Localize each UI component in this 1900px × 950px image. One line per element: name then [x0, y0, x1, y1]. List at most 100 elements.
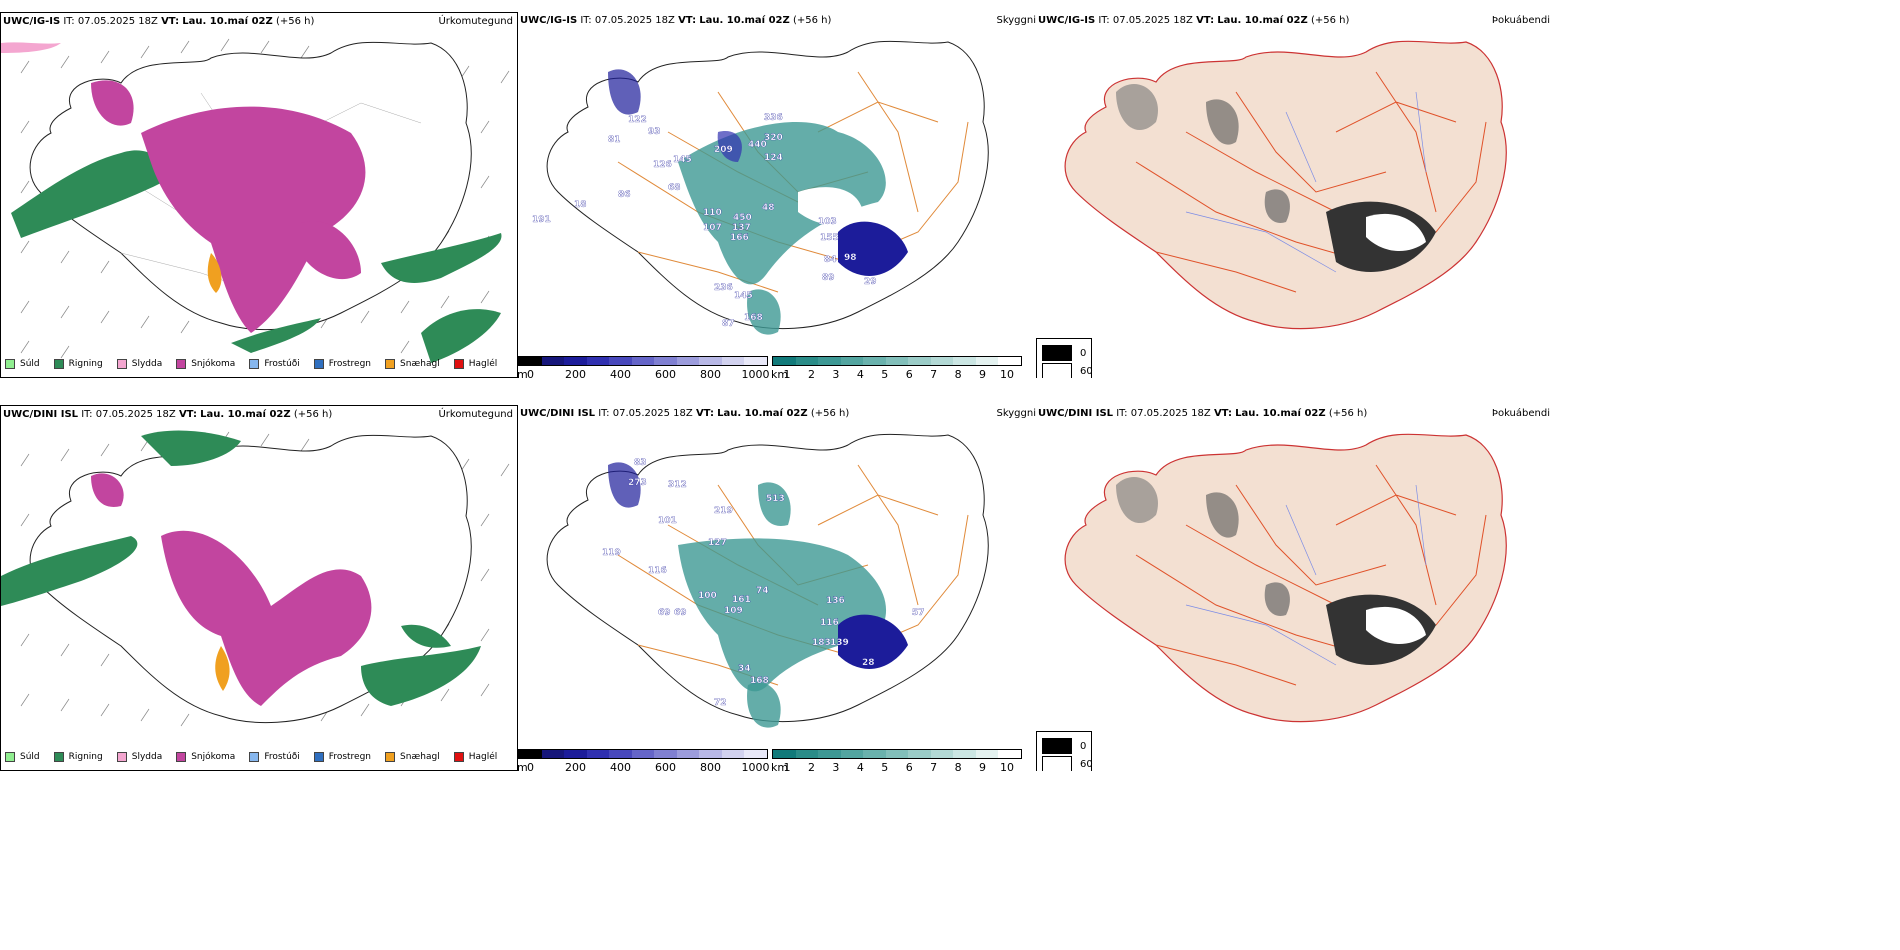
colorbar-tick-label: 6 — [905, 368, 913, 378]
panel-header: UWC/DINI ISL IT: 07.05.2025 18Z VT: Lau.… — [520, 408, 849, 419]
ceiling-value-label: 109 — [724, 606, 743, 616]
ceiling-value-label: 83 — [634, 458, 647, 468]
fog-legend-row: 0 — [1042, 738, 1086, 754]
ceiling-visibility-panel-bottom: 83 273 312 513 101 219 127 116 100 161 74 109 136 116… — [518, 405, 1036, 771]
legend-label: Snjókoma — [191, 359, 236, 369]
ceiling-value-label: 101 — [658, 516, 677, 526]
lead-time: (+56 h) — [1328, 408, 1368, 419]
legend-label: Snæhagl — [400, 359, 440, 369]
colorbar-unit: m — [518, 761, 528, 771]
precip-legend-item: Frostregn — [313, 752, 372, 762]
fog-map-top — [1064, 40, 1507, 330]
colorbar-segment — [840, 750, 864, 758]
legend-label: Frostúði — [264, 752, 300, 762]
colorbar-tick-label: 1 — [783, 761, 791, 771]
legend-swatch — [453, 359, 464, 369]
ceiling-value-label: 57 — [912, 608, 925, 618]
panel-header: UWC/DINI ISL IT: 07.05.2025 18Z VT: Lau.… — [1038, 408, 1367, 419]
fog-legend-label: 60 — [1080, 758, 1093, 770]
ceiling-visibility-map-top: 336 320 124 209 440 93 145 122 126 81 86 68 48 110 450… — [532, 40, 989, 335]
colorbar-segment — [564, 357, 587, 365]
model-name: UWC/DINI ISL — [3, 409, 79, 420]
colorbar-tick-label: 8 — [954, 761, 962, 771]
precip-legend: Súld Rigning Slydda Snjókoma Frostúði Frostre… — [5, 752, 511, 762]
colorbar-segment — [699, 357, 722, 365]
colorbar-segment — [744, 357, 768, 365]
colorbar-tick-label: 200 — [565, 761, 586, 771]
ceiling-value-label: 89 — [822, 273, 835, 283]
colorbar-segment — [699, 750, 722, 758]
ceiling-value-label: 87 — [722, 319, 735, 329]
ceiling-value-label: 68 — [668, 183, 681, 193]
precip-legend-item: Súld — [5, 752, 40, 762]
init-time: IT: 07.05.2025 18Z — [598, 408, 693, 419]
colorbar-segment — [609, 357, 632, 365]
colorbar-segment — [998, 750, 1022, 758]
legend-label: Slydda — [131, 359, 163, 369]
panel-title: Úrkomutegund — [438, 16, 513, 27]
lead-time: (+56 h) — [1310, 15, 1350, 26]
ceiling-value-label: 72 — [714, 698, 727, 708]
legend-label: Rigning — [68, 359, 103, 369]
colorbar-segment — [953, 357, 976, 365]
model-name: UWC/DINI ISL — [520, 408, 596, 419]
legend-label: Frostregn — [328, 752, 372, 762]
legend-swatch — [5, 359, 15, 369]
colorbar-ticks: 1 2 3 4 5 6 7 8 9 10 — [772, 761, 1022, 771]
legend-swatch — [385, 359, 396, 369]
colorbar-segment — [908, 357, 931, 365]
colorbar-segment — [631, 357, 655, 365]
valid-time-label: VT: — [178, 409, 197, 420]
colorbar-segment — [721, 357, 745, 365]
colorbar-tick-label: 800 — [700, 761, 721, 771]
colorbar-strip — [518, 356, 768, 366]
precip-legend-item: Frostúði — [249, 359, 300, 369]
colorbar-tick-label: 600 — [655, 761, 676, 771]
precip-legend-item: Frostregn — [313, 359, 371, 369]
colorbar-tick-label: 10 — [1000, 761, 1014, 771]
panel-title: Þokuábendi — [1491, 15, 1550, 26]
valid-time: Lau. 10.maí 02Z — [200, 409, 291, 420]
legend-label: Súld — [20, 752, 40, 762]
fog-legend-row: 60 — [1042, 756, 1093, 771]
fog-legend-label: 0 — [1080, 347, 1087, 359]
colorbar-segment — [975, 750, 999, 758]
colorbar-segment — [744, 750, 768, 758]
panel-header: UWC/IG-IS IT: 07.05.2025 18Z VT: Lau. 10… — [520, 15, 831, 26]
precip-legend-item: Slydda — [116, 359, 163, 369]
ceiling-value-label: 126 — [653, 160, 672, 170]
colorbar-tick-label: 400 — [610, 368, 631, 378]
colorbar-segment — [541, 750, 565, 758]
valid-time: Lau. 10.maí 02Z — [699, 15, 790, 26]
colorbar-tick-label: 0 — [527, 368, 534, 378]
ceiling-value-label: 513 — [766, 494, 785, 504]
ceiling-visibility-map-bottom: 83 273 312 513 101 219 127 116 100 161 74 109 136 116… — [546, 433, 989, 728]
precip-map-bottom — [1, 430, 510, 727]
legend-label: Rigning — [68, 752, 103, 762]
ceiling-value-label: 139 — [830, 638, 849, 648]
legend-label: Frostúði — [264, 359, 300, 369]
legend-swatch — [176, 359, 187, 369]
ceiling-visibility-panel-top: 336 320 124 209 440 93 145 122 126 81 86 68 48 110 450… — [518, 12, 1036, 378]
init-time: IT: 07.05.2025 18Z — [1116, 408, 1211, 419]
colorbar-tick-label: 7 — [930, 368, 938, 378]
ceiling-value-label: 34 — [738, 664, 751, 674]
legend-swatch — [249, 359, 260, 369]
colorbar-tick-label: 4 — [856, 368, 864, 378]
ceiling-value-label: 69 — [658, 608, 671, 618]
colorbar-segment — [863, 357, 886, 365]
colorbar-tick-label: 5 — [881, 368, 889, 378]
precip-map-top — [1, 38, 510, 363]
colorbar-ticks: 1 2 3 4 5 6 7 8 9 10 — [772, 368, 1022, 378]
lead-time: (+56 h) — [810, 408, 850, 419]
panel-header: UWC/DINI ISL IT: 07.05.2025 18Z VT: Lau.… — [3, 409, 332, 420]
legend-swatch — [313, 752, 324, 762]
fog-legend-swatch — [1042, 345, 1072, 361]
ceiling-value-label: 110 — [703, 208, 722, 218]
precip-legend-item: Haglél — [453, 752, 497, 762]
init-time: IT: 07.05.2025 18Z — [1098, 15, 1193, 26]
colorbar-segment — [586, 750, 610, 758]
colorbar-tick-label: 9 — [979, 761, 987, 771]
ceiling-value-label: 450 — [733, 213, 752, 223]
fog-legend-label: 60 — [1080, 365, 1093, 377]
